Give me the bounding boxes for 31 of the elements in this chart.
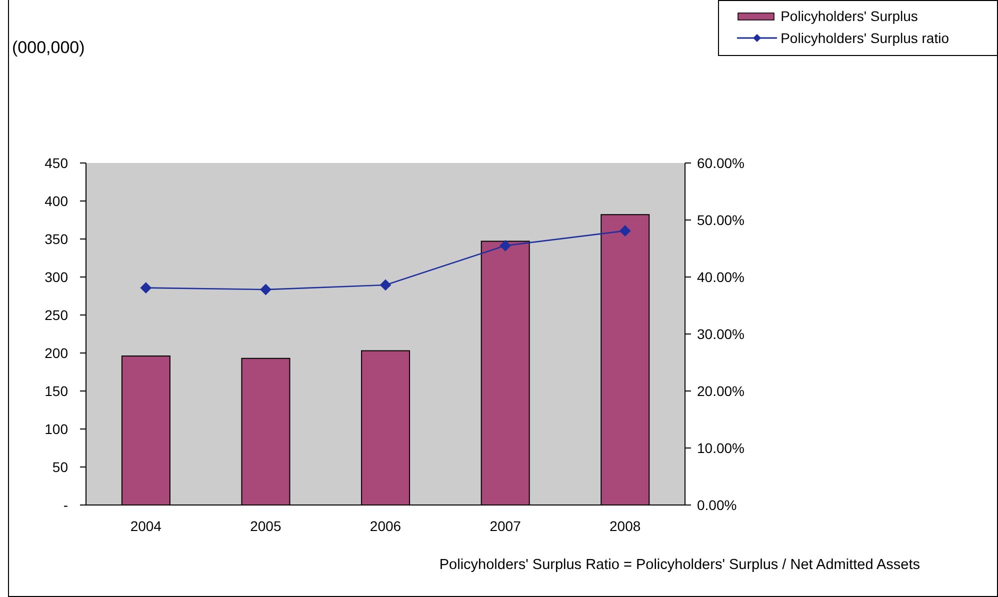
point xyxy=(260,284,272,296)
text: Policyholders' Surplus Ratio = Policyholders' Surplus / Net Admitted Assets xyxy=(439,557,920,573)
y2-tick-label: 40.00% xyxy=(697,268,744,285)
point xyxy=(140,282,152,294)
y2-tick-label: 0.00% xyxy=(697,496,737,513)
y-tick-label: 150 xyxy=(44,382,68,399)
y-tick-label: 100 xyxy=(44,420,68,437)
y-tick-label: - xyxy=(63,496,68,513)
x-tick-label: 2008 xyxy=(610,518,641,534)
legend-label: Policyholders' Surplus xyxy=(780,8,918,24)
y-tick-label: 450 xyxy=(44,154,68,171)
point xyxy=(620,225,631,236)
x-tick-label: 2006 xyxy=(370,518,402,534)
x-tick-label: 2005 xyxy=(250,518,282,534)
point xyxy=(500,240,511,252)
y2-tick-label: 50.00% xyxy=(697,212,744,228)
y-tick-label: 300 xyxy=(44,268,68,285)
x-tick-label: 2007 xyxy=(490,518,522,534)
legend-label: Policyholders' Surplus ratio xyxy=(780,30,949,46)
y2-tick-label: 10.00% xyxy=(697,440,744,456)
y-tick-label: 350 xyxy=(44,230,68,247)
y-tick-label: 250 xyxy=(44,306,68,323)
point xyxy=(380,279,391,290)
y-tick-label: 200 xyxy=(44,344,68,361)
y-tick-label: 400 xyxy=(44,192,68,209)
y2-tick-label: 30.00% xyxy=(697,326,744,342)
y-tick-label: 50 xyxy=(52,458,68,475)
y2-tick-label: 60.00% xyxy=(697,154,744,171)
x-tick-label: 2004 xyxy=(130,518,162,534)
text: (000,000) xyxy=(12,38,85,58)
y2-tick-label: 20.00% xyxy=(697,382,744,399)
